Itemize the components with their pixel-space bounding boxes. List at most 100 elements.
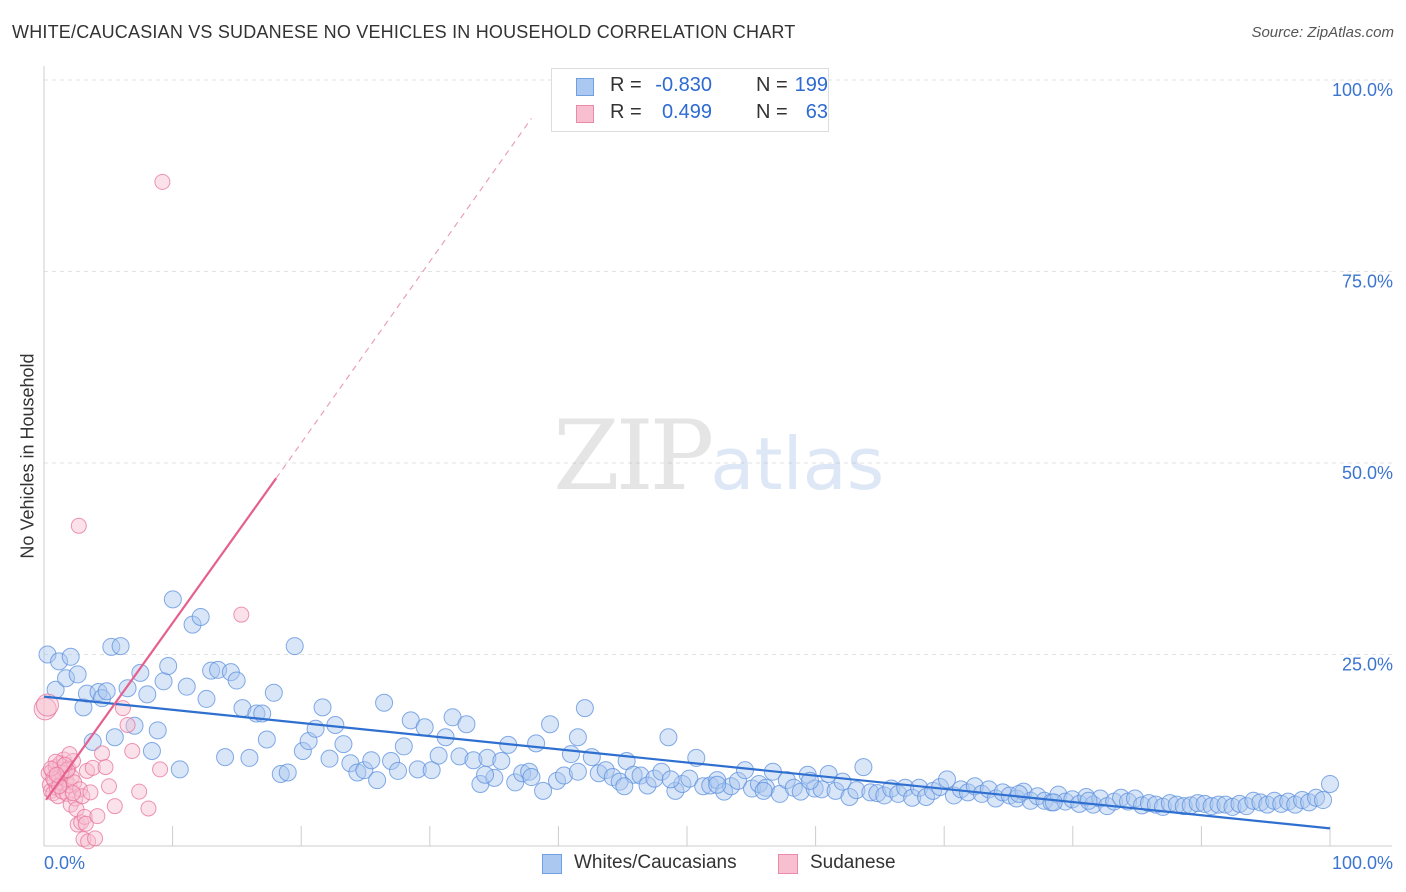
point-sudanese (124, 743, 141, 760)
point-whites (729, 771, 748, 790)
point-whites (868, 784, 887, 803)
point-sudanese (100, 778, 117, 795)
point-whites (278, 763, 297, 782)
point-sudanese (94, 745, 111, 762)
point-whites (492, 751, 511, 770)
bottom-legend-swatch-whites (542, 854, 562, 874)
point-whites (527, 734, 546, 753)
chart-title: WHITE/CAUCASIAN VS SUDANESE NO VEHICLES … (12, 22, 796, 42)
point-whites (1307, 788, 1326, 807)
point-whites (1091, 789, 1110, 808)
point-whites (111, 637, 130, 656)
point-whites (1195, 794, 1214, 813)
point-sudanese (48, 766, 65, 783)
point-whites (50, 652, 69, 671)
point-whites (170, 760, 189, 779)
point-whites (861, 783, 880, 802)
legend-swatch-whites (576, 78, 594, 96)
point-whites (148, 721, 167, 740)
y-tick-label: 75.0% (1342, 272, 1393, 292)
point-whites (903, 788, 922, 807)
point-sudanese (87, 830, 104, 847)
point-sudanese (82, 784, 99, 801)
point-whites (615, 777, 634, 796)
point-whites (534, 781, 553, 800)
point-whites (408, 760, 427, 779)
point-whites (1007, 789, 1026, 808)
point-whites (1230, 794, 1249, 813)
point-sudanese (84, 759, 101, 776)
point-whites (334, 735, 353, 754)
point-whites (216, 748, 235, 767)
point-whites (422, 761, 441, 780)
point-whites (840, 787, 859, 806)
point-sudanese (70, 517, 87, 534)
point-whites (1209, 795, 1228, 814)
point-sudanese (152, 761, 169, 778)
point-sudanese (140, 800, 157, 817)
point-sudanese (42, 760, 59, 777)
point-sudanese (75, 831, 92, 848)
point-whites (596, 761, 615, 780)
y-tick-label: 50.0% (1342, 463, 1393, 483)
point-whites (854, 758, 873, 777)
point-whites (394, 737, 413, 756)
point-whites (154, 672, 173, 691)
point-whites (57, 669, 76, 688)
point-whites (388, 761, 407, 780)
point-whites (38, 645, 57, 664)
point-whites (680, 769, 699, 788)
series-sudanese-points (33, 173, 250, 850)
point-whites (131, 663, 150, 682)
point-sudanese (119, 716, 136, 733)
point-whites (348, 763, 367, 782)
legend-n-label: N = (756, 101, 788, 123)
point-whites (61, 647, 80, 666)
point-whites (368, 771, 387, 790)
point-whites (1139, 794, 1158, 813)
x-tick-label: 0.0% (44, 853, 85, 873)
point-whites (1174, 797, 1193, 816)
legend-swatch-sudanese (576, 105, 594, 123)
legend-n-value: 199 (794, 74, 828, 96)
tick-labels: 25.0% 50.0% 75.0% 100.0% 0.0% 100.0% (44, 80, 1393, 873)
legend-r-label: R = (610, 101, 642, 123)
source-credit: Source: ZipAtlas.com (1251, 24, 1394, 41)
point-sudanese (74, 788, 91, 805)
point-whites (450, 747, 469, 766)
point-whites (847, 781, 866, 800)
trend-lines (43, 117, 1331, 830)
stats-legend: R = -0.830 N = 199 R = 0.499 N = 63 (551, 68, 829, 132)
point-sudanese (106, 798, 123, 815)
point-whites (313, 698, 332, 717)
y-axis-label: No Vehicles in Household (17, 353, 38, 559)
legend-r-value: 0.499 (661, 101, 712, 123)
point-sudanese (154, 173, 171, 190)
point-whites (102, 637, 121, 656)
point-whites (575, 699, 594, 718)
point-whites (1079, 791, 1098, 810)
point-whites (541, 715, 560, 734)
point-sudanese (97, 759, 114, 776)
point-whites (97, 682, 116, 701)
point-whites (522, 768, 541, 787)
point-whites (362, 751, 381, 770)
point-whites (227, 671, 246, 690)
point-whites (159, 656, 178, 675)
axes (43, 66, 1392, 847)
point-whites (513, 764, 532, 783)
legend-r-label: R = (610, 74, 642, 96)
point-whites (917, 787, 936, 806)
point-whites (1146, 795, 1165, 814)
point-whites (659, 728, 678, 747)
point-sudanese (77, 815, 94, 832)
point-whites (568, 728, 587, 747)
point-sudanese (33, 697, 57, 721)
point-whites (257, 730, 276, 749)
point-whites (464, 751, 483, 770)
point-whites (708, 775, 727, 794)
point-whites (937, 770, 956, 789)
point-whites (382, 751, 401, 770)
point-whites (271, 764, 290, 783)
